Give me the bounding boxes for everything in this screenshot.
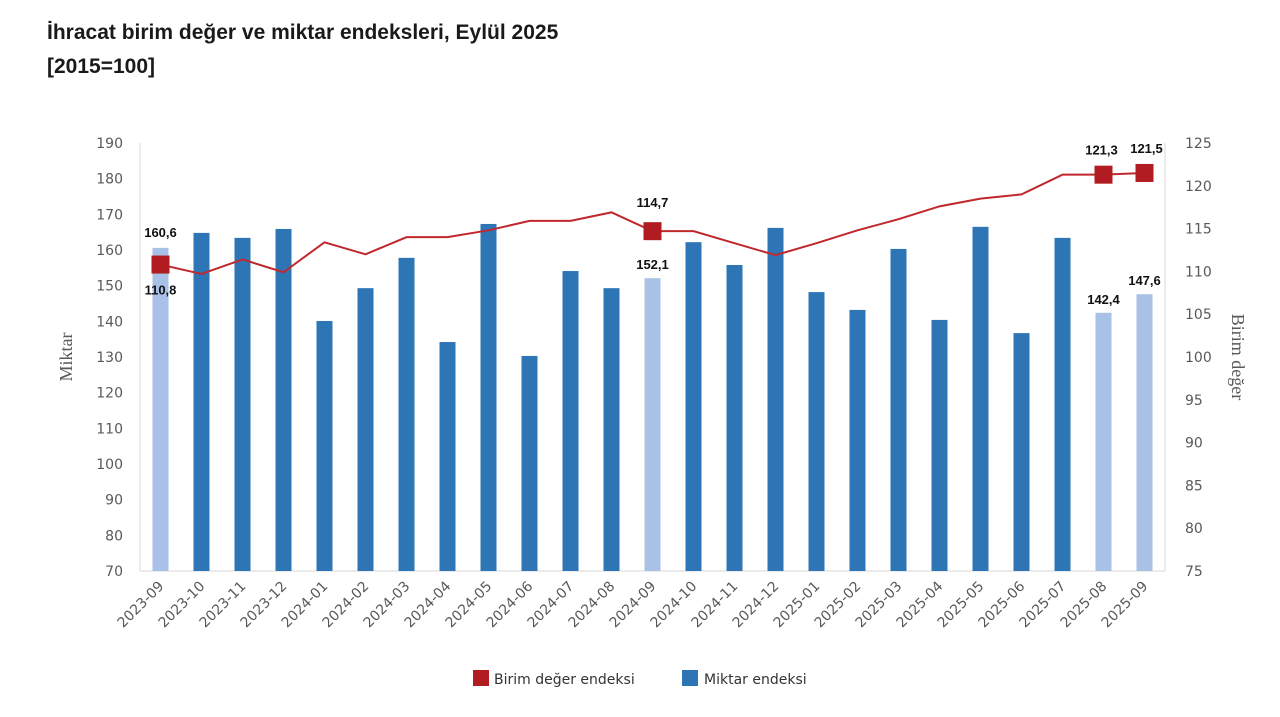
line-data-label: 110,8 [145,283,177,298]
bar-2025-04 [931,319,948,571]
title-line-1: İhracat birim değer ve miktar endeksleri… [47,21,559,44]
bar-2025-02 [849,309,866,571]
bar-2024-03 [398,257,415,571]
left-tick-label: 130 [96,350,123,366]
line-data-label: 114,7 [637,195,669,210]
bar-2024-08 [603,288,620,571]
bar-2025-09 [1136,294,1153,571]
left-tick-label: 150 [96,279,123,295]
bar-data-label: 147,6 [1128,273,1161,288]
bar-2025-08 [1095,312,1112,571]
left-tick-label: 160 [96,243,123,259]
bar-2024-06 [521,355,538,571]
bar-2024-01 [316,320,333,571]
left-tick-label: 140 [96,314,123,330]
line-marker-2025-08 [1094,165,1113,184]
bar-2023-10 [193,232,210,571]
bar-2025-07 [1054,237,1071,571]
right-tick-label: 95 [1185,393,1203,409]
legend-swatch-miktar [682,670,698,686]
bar-2023-09 [152,247,169,572]
line-data-label: 121,5 [1130,141,1163,156]
bar-2023-12 [275,228,292,571]
bar-2025-03 [890,248,907,571]
bar-2023-11 [234,237,251,571]
right-tick-label: 75 [1185,564,1203,580]
right-tick-label: 80 [1185,521,1203,537]
bar-2025-01 [808,292,825,571]
left-tick-label: 180 [96,172,123,188]
legend-label-miktar: Miktar endeksi [704,672,807,688]
line-data-label: 121,3 [1085,143,1118,158]
bar-2024-05 [480,223,497,572]
right-tick-label: 110 [1185,264,1212,280]
right-axis-title: Birim değer [1228,314,1248,400]
bar-data-label: 160,6 [144,225,177,240]
title-line-2: [2015=100] [47,55,156,78]
left-tick-label: 110 [96,421,123,437]
right-tick-label: 100 [1185,350,1212,366]
left-tick-label: 100 [96,457,123,473]
bar-2025-06 [1013,333,1030,571]
right-tick-label: 85 [1185,478,1203,494]
right-tick-label: 105 [1185,307,1212,323]
right-tick-label: 90 [1185,436,1203,452]
bar-2024-04 [439,342,456,571]
bar-2024-09 [644,278,661,571]
bar-2024-12 [767,227,784,572]
line-marker-2025-09 [1135,163,1154,182]
line-marker-2023-09 [151,255,170,274]
left-tick-label: 190 [96,136,123,152]
right-tick-label: 120 [1185,179,1212,195]
chart-title: İhracat birim değer ve miktar endeksleri… [47,16,558,84]
left-tick-label: 120 [96,386,123,402]
bar-data-label: 152,1 [636,257,669,272]
bar-2024-07 [562,271,579,571]
bar-2024-11 [726,264,743,571]
legend-swatch-birim-deger [473,670,489,686]
left-tick-label: 170 [96,207,123,223]
left-tick-label: 90 [105,493,123,509]
left-axis-title: Miktar [56,333,76,382]
left-tick-label: 70 [105,564,123,580]
bar-2025-05 [972,226,989,572]
right-tick-label: 115 [1185,222,1212,238]
bar-2024-10 [685,242,702,572]
bar-2024-02 [357,288,374,571]
bar-data-label: 142,4 [1087,292,1120,307]
line-marker-2024-09 [643,222,662,241]
left-tick-label: 80 [105,528,123,544]
legend-label-birim-deger: Birim değer endeksi [494,672,635,688]
right-tick-label: 125 [1185,136,1212,152]
